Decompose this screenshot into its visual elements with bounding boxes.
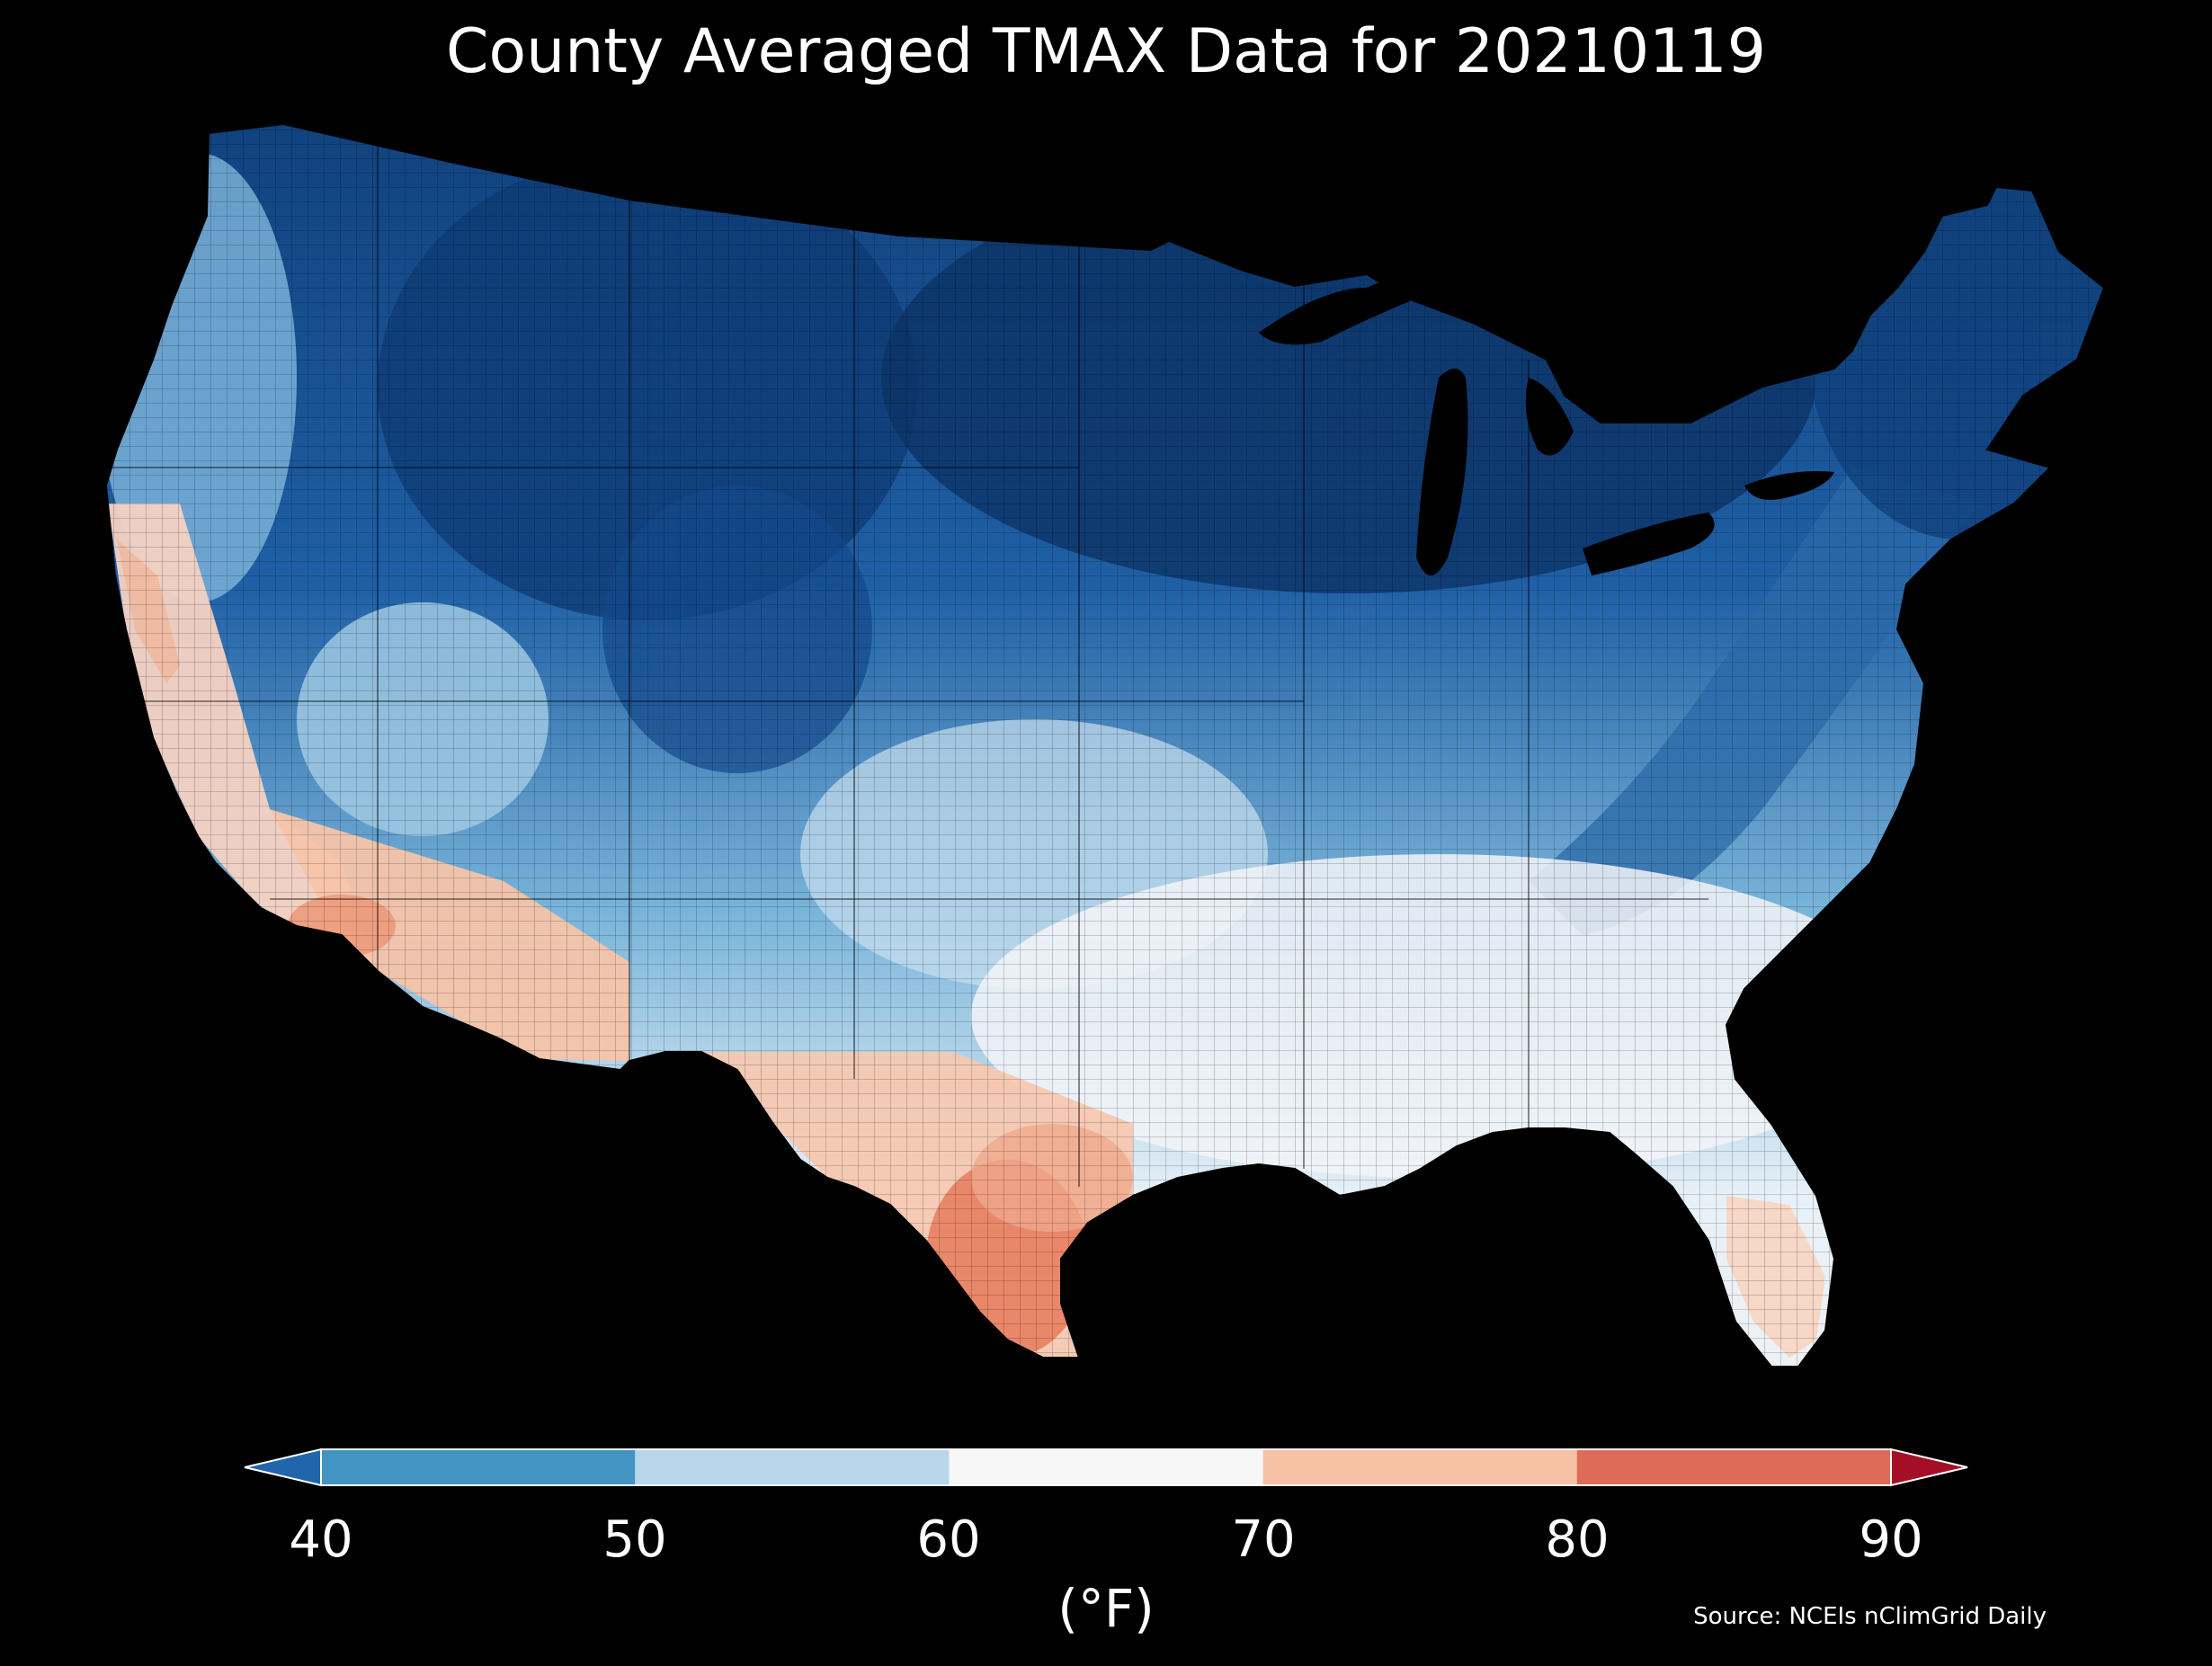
colorbar-tick-70: 70 [1231, 1510, 1296, 1569]
colorbar-bin [949, 1449, 1264, 1485]
colorbar-frame [320, 1448, 1892, 1486]
colorbar-tick-60: 60 [916, 1510, 981, 1569]
colorbar-bin [635, 1449, 950, 1485]
colorbar-bin [321, 1449, 636, 1485]
colorbar-bin [1262, 1449, 1578, 1485]
colorbar-unit-label: (°F) [1057, 1578, 1155, 1639]
state-boundaries [108, 124, 1708, 1187]
colorbar-extend-low [244, 1448, 322, 1487]
source-credit: Source: NCEIs nClimGrid Daily [1693, 1603, 2047, 1630]
colorbar-extend-high [1890, 1448, 1968, 1487]
colorbar-tick-90: 90 [1859, 1510, 1923, 1569]
colorbar-tick-50: 50 [602, 1510, 667, 1569]
colorbar-tick-40: 40 [289, 1510, 353, 1569]
map-title: County Averaged TMAX Data for 20210119 [446, 16, 1766, 87]
colorbar-bin [1576, 1449, 1892, 1485]
great-lakes [1259, 281, 1834, 575]
colorbar-tick-80: 80 [1545, 1510, 1610, 1569]
